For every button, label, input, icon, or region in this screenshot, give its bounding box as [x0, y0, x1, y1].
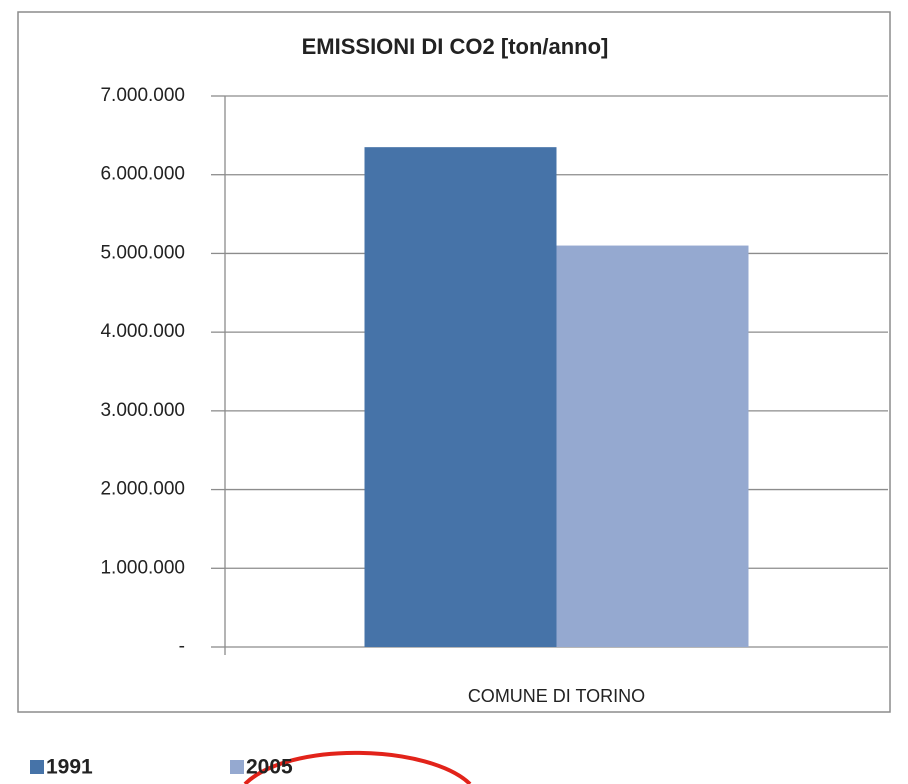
bar: [364, 147, 557, 647]
y-tick-label: 1.000.000: [100, 557, 185, 578]
y-tick-label: 5.000.000: [100, 242, 185, 263]
y-tick-label: 3.000.000: [100, 400, 185, 421]
x-tick-label: COMUNE DI TORINO: [468, 686, 645, 706]
legend-label: 1991: [46, 756, 93, 779]
chart-title: EMISSIONI DI CO2 [ton/anno]: [302, 34, 609, 59]
legend-label: 2005: [246, 756, 293, 779]
y-tick-label: 4.000.000: [100, 321, 185, 342]
y-tick-label: -: [179, 636, 185, 657]
annotation-circle: [243, 750, 472, 784]
legend-swatch: [230, 760, 244, 774]
legend-swatch: [30, 760, 44, 774]
y-tick-label: 7.000.000: [100, 85, 185, 106]
y-tick-label: 2.000.000: [100, 479, 185, 500]
y-tick-label: 6.000.000: [100, 164, 185, 185]
bar: [556, 245, 749, 648]
